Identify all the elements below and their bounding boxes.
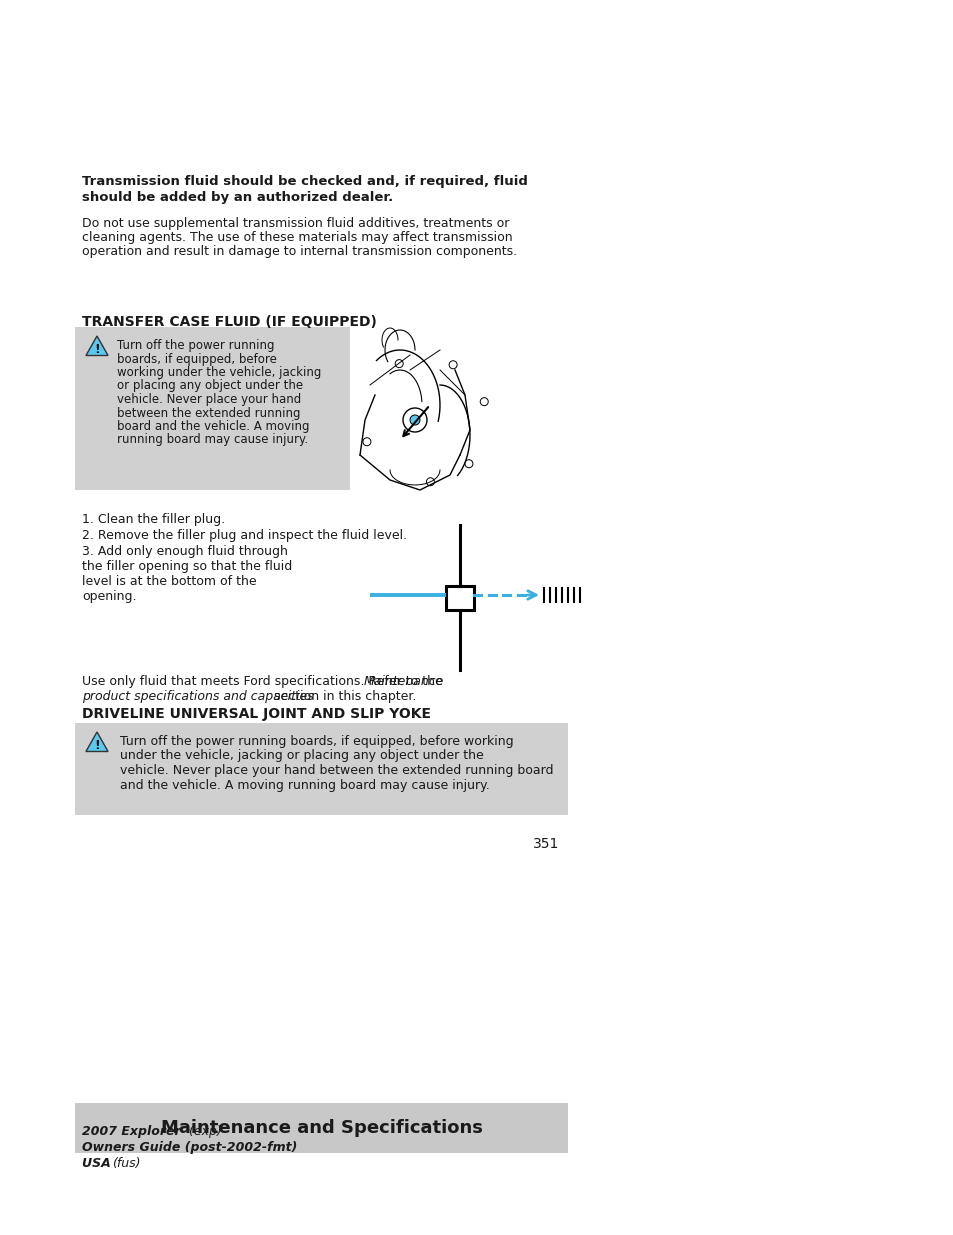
Text: opening.: opening. xyxy=(82,590,136,603)
Text: 351: 351 xyxy=(533,837,558,851)
Text: 3. Add only enough fluid through: 3. Add only enough fluid through xyxy=(82,545,288,558)
Text: (exp): (exp) xyxy=(185,1125,221,1137)
Bar xyxy=(446,585,474,610)
Text: should be added by an authorized dealer.: should be added by an authorized dealer. xyxy=(82,191,393,204)
Text: USA: USA xyxy=(82,1157,115,1170)
Text: board and the vehicle. A moving: board and the vehicle. A moving xyxy=(117,420,309,433)
Text: running board may cause injury.: running board may cause injury. xyxy=(117,433,308,447)
Polygon shape xyxy=(86,336,108,356)
Bar xyxy=(75,722,567,815)
Text: the filler opening so that the fluid: the filler opening so that the fluid xyxy=(82,559,292,573)
Polygon shape xyxy=(86,732,108,752)
Text: Maintenance and Specifications: Maintenance and Specifications xyxy=(160,1119,482,1137)
Bar xyxy=(75,1103,567,1153)
Text: section in this chapter.: section in this chapter. xyxy=(270,690,416,703)
Text: Turn off the power running boards, if equipped, before working: Turn off the power running boards, if eq… xyxy=(120,735,513,748)
Text: vehicle. Never place your hand: vehicle. Never place your hand xyxy=(117,393,301,406)
Text: between the extended running: between the extended running xyxy=(117,406,300,420)
Text: boards, if equipped, before: boards, if equipped, before xyxy=(117,352,276,366)
Bar xyxy=(75,327,350,490)
Text: working under the vehicle, jacking: working under the vehicle, jacking xyxy=(117,366,321,379)
Text: !: ! xyxy=(94,740,100,752)
Text: Turn off the power running: Turn off the power running xyxy=(117,338,274,352)
Text: level is at the bottom of the: level is at the bottom of the xyxy=(82,576,256,588)
Text: and the vehicle. A moving running board may cause injury.: and the vehicle. A moving running board … xyxy=(120,778,489,792)
Text: or placing any object under the: or placing any object under the xyxy=(117,379,303,393)
Text: (fus): (fus) xyxy=(112,1157,140,1170)
Text: Maintenance: Maintenance xyxy=(364,676,444,688)
Text: TRANSFER CASE FLUID (IF EQUIPPED): TRANSFER CASE FLUID (IF EQUIPPED) xyxy=(82,315,376,329)
Text: 2. Remove the filler plug and inspect the fluid level.: 2. Remove the filler plug and inspect th… xyxy=(82,529,407,542)
Text: vehicle. Never place your hand between the extended running board: vehicle. Never place your hand between t… xyxy=(120,764,553,777)
Text: cleaning agents. The use of these materials may affect transmission: cleaning agents. The use of these materi… xyxy=(82,231,512,245)
Circle shape xyxy=(410,415,419,425)
Text: product specifications and capacities: product specifications and capacities xyxy=(82,690,314,703)
Text: operation and result in damage to internal transmission components.: operation and result in damage to intern… xyxy=(82,245,517,258)
Text: DRIVELINE UNIVERSAL JOINT AND SLIP YOKE: DRIVELINE UNIVERSAL JOINT AND SLIP YOKE xyxy=(82,706,431,721)
Text: under the vehicle, jacking or placing any object under the: under the vehicle, jacking or placing an… xyxy=(120,750,483,762)
Text: Do not use supplemental transmission fluid additives, treatments or: Do not use supplemental transmission flu… xyxy=(82,217,509,230)
Text: Transmission fluid should be checked and, if required, fluid: Transmission fluid should be checked and… xyxy=(82,175,527,188)
Text: 1. Clean the filler plug.: 1. Clean the filler plug. xyxy=(82,513,225,526)
Text: Use only fluid that meets Ford specifications. Refer to the: Use only fluid that meets Ford specifica… xyxy=(82,676,446,688)
Text: Owners Guide (post-2002-fmt): Owners Guide (post-2002-fmt) xyxy=(82,1141,297,1153)
Text: !: ! xyxy=(94,343,100,356)
Text: 2007 Explorer: 2007 Explorer xyxy=(82,1125,180,1137)
